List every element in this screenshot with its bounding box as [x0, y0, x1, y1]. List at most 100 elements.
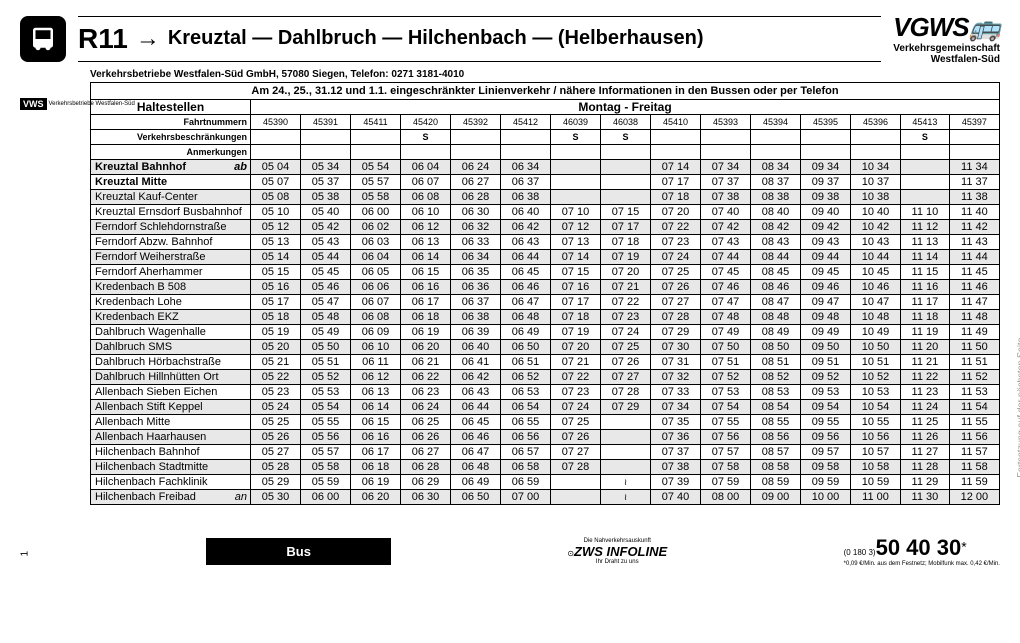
time-cell: 06 54 [501, 400, 551, 415]
restriction-cell [851, 130, 901, 145]
time-cell: 07 22 [551, 370, 601, 385]
time-cell: 06 38 [501, 190, 551, 205]
trip-numbers-label: Fahrtnummern [91, 115, 251, 130]
time-cell: 07 21 [601, 280, 651, 295]
time-cell: 07 23 [551, 385, 601, 400]
time-cell: 07 14 [551, 250, 601, 265]
time-cell: 05 12 [251, 220, 301, 235]
time-cell: 06 12 [401, 220, 451, 235]
time-cell: 07 44 [701, 250, 751, 265]
logo: VGWS🚌 Verkehrsgemeinschaft Westfalen-Süd [893, 12, 1000, 65]
note-cell [751, 145, 801, 160]
time-cell: 06 45 [451, 415, 501, 430]
time-cell: 08 50 [751, 340, 801, 355]
time-cell: 08 59 [751, 475, 801, 490]
time-cell: 07 15 [601, 205, 651, 220]
time-cell [551, 490, 601, 505]
time-cell: 08 54 [751, 400, 801, 415]
trip-number: 45395 [801, 115, 851, 130]
time-cell: 07 24 [601, 325, 651, 340]
time-cell: 11 55 [949, 415, 999, 430]
time-cell: 09 44 [801, 250, 851, 265]
time-cell: 11 30 [901, 490, 950, 505]
time-cell: 06 34 [501, 160, 551, 175]
time-cell: 07 43 [701, 235, 751, 250]
note-cell [901, 145, 950, 160]
time-cell: 06 28 [401, 460, 451, 475]
stop-name: Kreuztal Kauf-Center [91, 190, 251, 205]
time-cell: 07 29 [651, 325, 701, 340]
time-cell: 07 20 [651, 205, 701, 220]
stop-name: Hilchenbach Stadtmitte [91, 460, 251, 475]
time-cell: 07 47 [701, 295, 751, 310]
note-cell [351, 145, 401, 160]
time-cell: 07 18 [651, 190, 701, 205]
time-cell: 07 50 [701, 340, 751, 355]
time-cell: 07 26 [551, 430, 601, 445]
restriction-cell [451, 130, 501, 145]
time-cell: 09 47 [801, 295, 851, 310]
time-cell: 07 45 [701, 265, 751, 280]
time-cell: 10 53 [851, 385, 901, 400]
stop-name: Ferndorf Abzw. Bahnhof [91, 235, 251, 250]
time-cell: 09 42 [801, 220, 851, 235]
time-cell: 05 25 [251, 415, 301, 430]
bus-icon [20, 16, 66, 62]
time-cell: 09 49 [801, 325, 851, 340]
time-cell: 06 24 [451, 160, 501, 175]
trip-number: 45393 [701, 115, 751, 130]
time-cell: 07 24 [551, 400, 601, 415]
time-cell: 11 49 [949, 325, 999, 340]
time-cell: 07 56 [701, 430, 751, 445]
time-cell: 06 46 [501, 280, 551, 295]
time-cell: 07 38 [701, 190, 751, 205]
stop-name: Dahlbruch SMS [91, 340, 251, 355]
time-cell: 09 57 [801, 445, 851, 460]
time-cell: 07 35 [651, 415, 701, 430]
time-cell: 05 29 [251, 475, 301, 490]
time-cell: 08 55 [751, 415, 801, 430]
time-cell: 05 13 [251, 235, 301, 250]
time-cell: 07 25 [551, 415, 601, 430]
time-cell: 07 10 [551, 205, 601, 220]
time-cell: 07 27 [551, 445, 601, 460]
time-cell: 11 28 [901, 460, 950, 475]
time-cell: 11 37 [949, 175, 999, 190]
time-cell: 06 16 [401, 280, 451, 295]
note-cell [401, 145, 451, 160]
trip-number: 45397 [949, 115, 999, 130]
time-cell: 11 54 [949, 400, 999, 415]
time-cell: 06 14 [401, 250, 451, 265]
time-cell: 06 44 [501, 250, 551, 265]
time-cell: 12 00 [949, 490, 999, 505]
time-cell: 06 15 [351, 415, 401, 430]
time-cell: 07 23 [651, 235, 701, 250]
time-cell: 05 14 [251, 250, 301, 265]
time-cell: 06 12 [351, 370, 401, 385]
time-cell: 05 46 [301, 280, 351, 295]
time-cell: 07 34 [651, 400, 701, 415]
time-cell: 07 16 [551, 280, 601, 295]
time-cell: 06 10 [401, 205, 451, 220]
time-cell: 05 45 [301, 265, 351, 280]
time-cell: 08 46 [751, 280, 801, 295]
time-cell: 11 47 [949, 295, 999, 310]
time-cell: 06 32 [451, 220, 501, 235]
time-cell: 06 50 [451, 490, 501, 505]
time-cell: 08 49 [751, 325, 801, 340]
time-cell: 09 50 [801, 340, 851, 355]
time-cell: 08 40 [751, 205, 801, 220]
time-cell [601, 430, 651, 445]
time-cell: 06 20 [401, 340, 451, 355]
time-cell: 06 48 [501, 310, 551, 325]
time-cell: 05 22 [251, 370, 301, 385]
time-cell [901, 175, 950, 190]
time-cell: 06 10 [351, 340, 401, 355]
time-cell: 07 40 [651, 490, 701, 505]
time-cell: 08 37 [751, 175, 801, 190]
time-cell: 11 17 [901, 295, 950, 310]
time-cell: 09 43 [801, 235, 851, 250]
trip-number: 45391 [301, 115, 351, 130]
time-cell: 07 26 [651, 280, 701, 295]
time-cell: 07 28 [601, 385, 651, 400]
